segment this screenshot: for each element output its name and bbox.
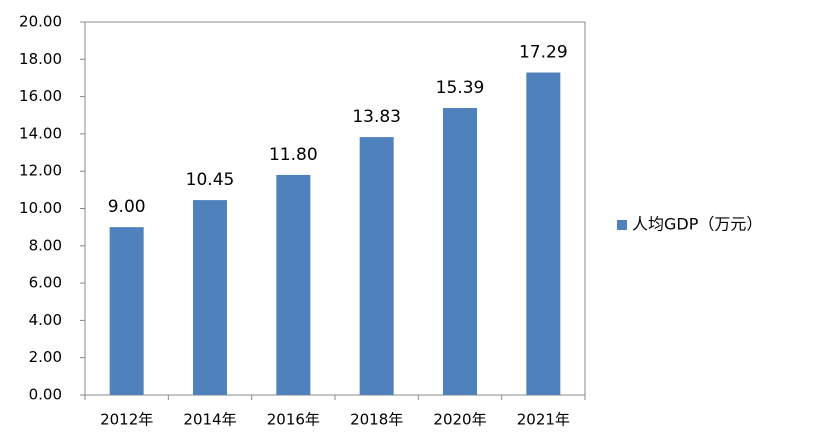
y-tick-label: 6.00 bbox=[29, 274, 62, 292]
x-tick-label: 2014年 bbox=[183, 411, 236, 429]
legend-label: 人均GDP（万元） bbox=[632, 215, 762, 234]
value-label: 10.45 bbox=[186, 170, 235, 190]
value-label: 15.39 bbox=[436, 78, 485, 98]
x-tick-label: 2020年 bbox=[433, 411, 486, 429]
plot-frame bbox=[84, 21, 586, 396]
y-tick-label: 10.00 bbox=[19, 199, 62, 217]
value-label: 9.00 bbox=[108, 197, 146, 217]
bar bbox=[443, 107, 477, 395]
x-tick-label: 2018年 bbox=[350, 411, 403, 429]
x-tick-label: 2012年 bbox=[100, 411, 153, 429]
y-tick-label: 14.00 bbox=[19, 124, 62, 142]
value-label: 11.80 bbox=[269, 145, 318, 165]
y-tick-label: 2.00 bbox=[29, 348, 62, 366]
bar bbox=[526, 72, 561, 395]
x-tick-label: 2021年 bbox=[517, 411, 570, 429]
y-tick-label: 18.00 bbox=[19, 50, 62, 68]
y-tick-label: 20.00 bbox=[19, 13, 62, 31]
y-tick-label: 0.00 bbox=[29, 386, 62, 404]
y-tick-label: 12.00 bbox=[19, 162, 62, 180]
x-tick-label: 2016年 bbox=[267, 411, 320, 429]
bar bbox=[109, 227, 144, 395]
y-tick-label: 8.00 bbox=[29, 236, 62, 254]
value-label: 17.29 bbox=[519, 43, 568, 63]
legend-swatch bbox=[617, 220, 627, 230]
bar bbox=[359, 137, 394, 395]
bar bbox=[193, 200, 227, 395]
y-tick-label: 16.00 bbox=[19, 87, 62, 105]
y-tick-label: 4.00 bbox=[29, 311, 62, 329]
bar bbox=[276, 174, 311, 395]
value-label: 13.83 bbox=[352, 107, 401, 127]
